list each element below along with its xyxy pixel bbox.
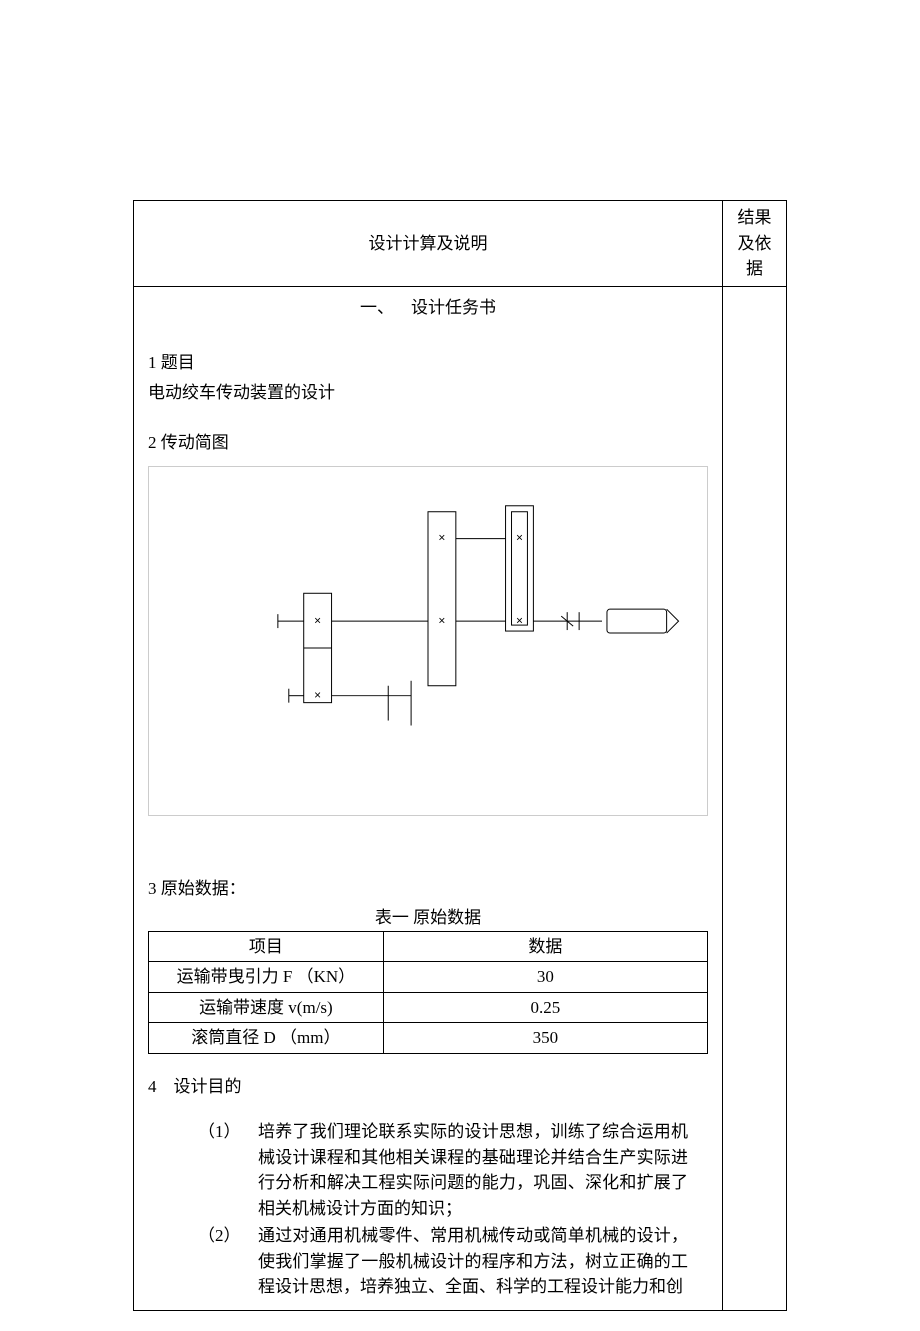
diagram-svg: × × × × × × [149, 467, 707, 815]
table-cell: 滚筒直径 D （mm） [149, 1023, 384, 1054]
svg-text:×: × [438, 613, 445, 627]
section-title: 一、 设计任务书 [148, 295, 708, 321]
header-row: 设计计算及说明 结果及依据 [134, 201, 787, 287]
section-title-prefix: 一、 [360, 298, 394, 317]
header-side-col: 结果及依据 [723, 201, 787, 287]
svg-text:×: × [438, 530, 445, 544]
raw-data-table: 项目 数据 运输带曳引力 F （KN） 30 运输带速度 v(m/s) 0.25… [148, 931, 708, 1054]
table-cell: 运输带曳引力 F （KN） [149, 962, 384, 993]
table-row: 运输带速度 v(m/s) 0.25 [149, 992, 708, 1023]
table-header-value: 数据 [383, 931, 707, 962]
table-cell: 运输带速度 v(m/s) [149, 992, 384, 1023]
main-content-cell: 一、 设计任务书 1 题目 电动绞车传动装置的设计 2 传动简图 [134, 286, 723, 1310]
table-row: 项目 数据 [149, 931, 708, 962]
document-layout-table: 设计计算及说明 结果及依据 一、 设计任务书 1 题目 电动绞车传动装置的设计 … [133, 200, 787, 1311]
section-1-num: 1 题目 [148, 350, 708, 376]
list-item: （1） 培养了我们理论联系实际的设计思想，训练了综合运用机械设计课程和其他相关课… [198, 1119, 688, 1221]
table-cell: 0.25 [383, 992, 707, 1023]
objective-list: （1） 培养了我们理论联系实际的设计思想，训练了综合运用机械设计课程和其他相关课… [148, 1119, 708, 1300]
table-cell: 30 [383, 962, 707, 993]
section-4-num: 4 设计目的 [148, 1074, 708, 1100]
section-3-num: 3 原始数据： [148, 876, 708, 902]
table-header-item: 项目 [149, 931, 384, 962]
objective-text: 通过对通用机械零件、常用机械传动或简单机械的设计，使我们掌握了一般机械设计的程序… [258, 1223, 688, 1300]
objective-num: （1） [198, 1119, 258, 1221]
transmission-diagram: × × × × × × [148, 466, 708, 816]
section-1-text: 电动绞车传动装置的设计 [148, 380, 708, 406]
table-row: 运输带曳引力 F （KN） 30 [149, 962, 708, 993]
table-1-caption: 表一 原始数据 [148, 905, 708, 931]
section-title-text: 设计任务书 [411, 298, 496, 317]
section-2-num: 2 传动简图 [148, 430, 708, 456]
list-item: （2） 通过对通用机械零件、常用机械传动或简单机械的设计，使我们掌握了一般机械设… [198, 1223, 688, 1300]
header-main-col: 设计计算及说明 [134, 201, 723, 287]
side-content-cell [723, 286, 787, 1310]
svg-text:×: × [516, 613, 523, 627]
objective-text: 培养了我们理论联系实际的设计思想，训练了综合运用机械设计课程和其他相关课程的基础… [258, 1119, 688, 1221]
table-row: 滚筒直径 D （mm） 350 [149, 1023, 708, 1054]
svg-text:×: × [516, 530, 523, 544]
svg-text:×: × [314, 687, 321, 701]
table-cell: 350 [383, 1023, 707, 1054]
objective-num: （2） [198, 1223, 258, 1300]
svg-text:×: × [314, 613, 321, 627]
